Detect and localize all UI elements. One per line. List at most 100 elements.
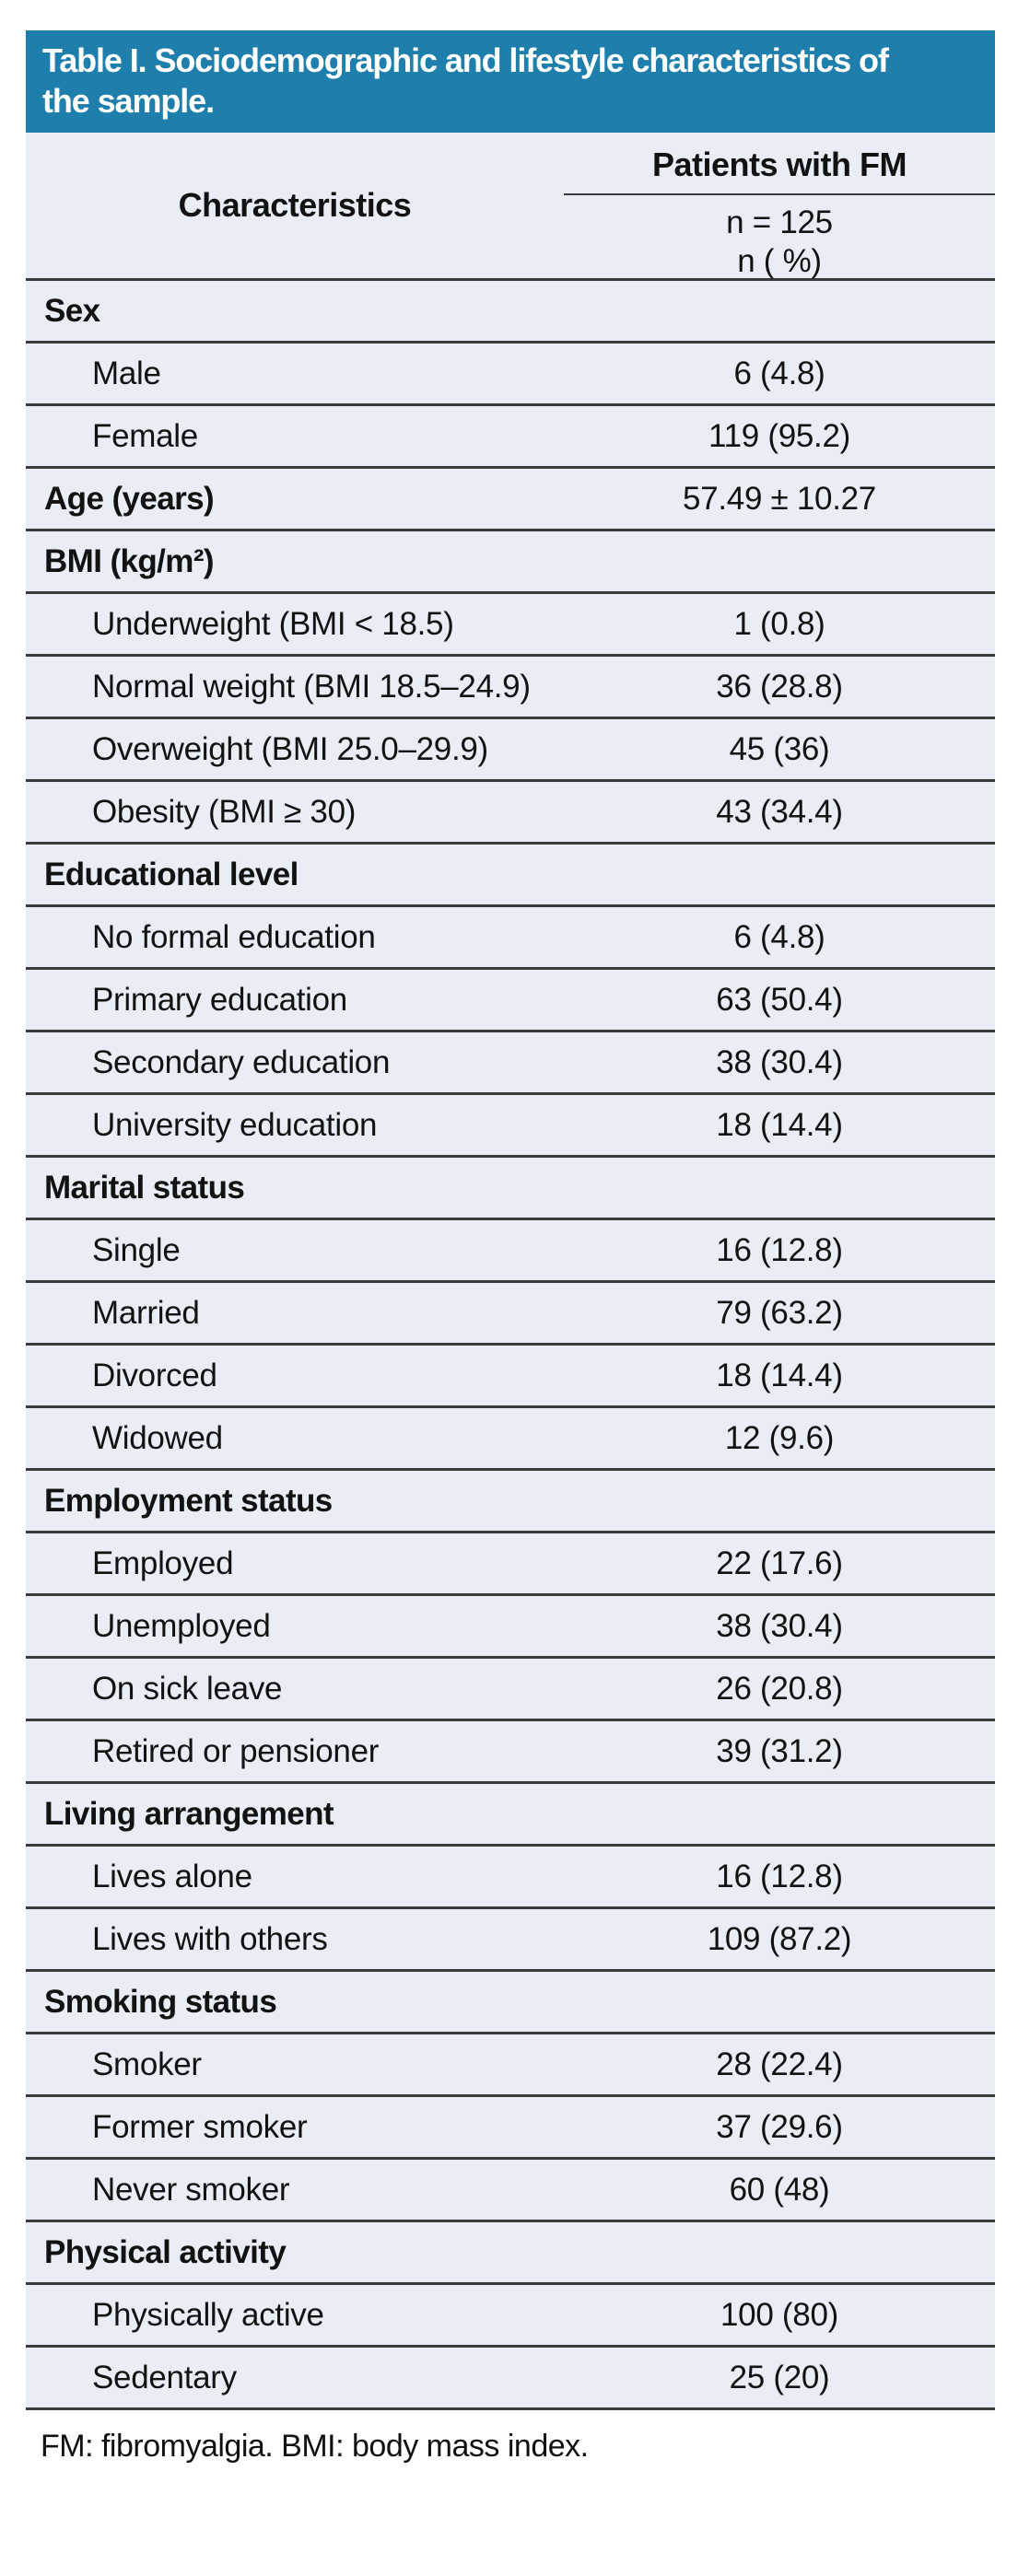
characteristics-header-cell: Characteristics bbox=[26, 133, 564, 278]
row-label: Living arrangement bbox=[44, 1795, 334, 1832]
table-item-row: Male 6 (4.8) bbox=[26, 344, 995, 407]
group-underline bbox=[564, 193, 995, 196]
table-header-row: Characteristics Patients with FM n = 125… bbox=[26, 133, 995, 282]
row-label: University education bbox=[92, 1106, 378, 1143]
table-item-row: No formal education 6 (4.8) bbox=[26, 907, 995, 971]
row-value: 119 (95.2) bbox=[708, 417, 850, 454]
table-title-line-1: Table I. Sociodemographic and lifestyle … bbox=[42, 41, 889, 79]
table-item-row: Physically active 100 (80) bbox=[26, 2285, 995, 2349]
table-item-row: Female 119 (95.2) bbox=[26, 406, 995, 470]
row-value: 57.49 ± 10.27 bbox=[683, 480, 876, 517]
row-label: Divorced bbox=[92, 1357, 217, 1393]
row-label: Female bbox=[92, 417, 198, 454]
table: Table I. Sociodemographic and lifestyle … bbox=[26, 30, 995, 2465]
n-percent-label: n ( %) bbox=[737, 243, 822, 280]
row-label: Male bbox=[92, 355, 161, 391]
table-section-row: Smoking status bbox=[26, 1972, 995, 2035]
row-label: Smoker bbox=[92, 2046, 202, 2082]
group-header-cell: Patients with FM n = 125 n ( %) bbox=[564, 133, 995, 280]
row-value: 109 (87.2) bbox=[707, 1920, 852, 1957]
row-label: Single bbox=[92, 1231, 181, 1268]
row-label: Physically active bbox=[92, 2296, 324, 2333]
table-title-line-2: the sample. bbox=[42, 81, 215, 120]
table-section-row: Living arrangement bbox=[26, 1784, 995, 1847]
table-item-row: Primary education 63 (50.4) bbox=[26, 970, 995, 1033]
row-label: No formal education bbox=[92, 918, 376, 955]
table-item-row: Never smoker 60 (48) bbox=[26, 2160, 995, 2223]
row-label: Sex bbox=[44, 292, 100, 329]
row-value: 18 (14.4) bbox=[716, 1106, 843, 1143]
table-item-row: Secondary education 38 (30.4) bbox=[26, 1032, 995, 1096]
table-section-row: Physical activity bbox=[26, 2222, 995, 2286]
table-title-bar: Table I. Sociodemographic and lifestyle … bbox=[26, 30, 995, 134]
row-label: On sick leave bbox=[92, 1670, 283, 1707]
row-label: Never smoker bbox=[92, 2171, 290, 2208]
row-label: Overweight (BMI 25.0–29.9) bbox=[92, 730, 488, 767]
row-value: 12 (9.6) bbox=[724, 1419, 835, 1456]
row-label: Married bbox=[92, 1294, 200, 1331]
table-item-row: Married 79 (63.2) bbox=[26, 1283, 995, 1346]
row-value: 22 (17.6) bbox=[716, 1544, 843, 1581]
table-item-row: Sedentary 25 (20) bbox=[26, 2348, 995, 2411]
table-body: Characteristics Patients with FM n = 125… bbox=[26, 133, 995, 2411]
row-value: 6 (4.8) bbox=[733, 355, 825, 391]
row-value: 28 (22.4) bbox=[716, 2046, 843, 2082]
row-label: Normal weight (BMI 18.5–24.9) bbox=[92, 668, 531, 705]
row-label: Retired or pensioner bbox=[92, 1732, 380, 1769]
table-item-row: Unemployed 38 (30.4) bbox=[26, 1596, 995, 1660]
table-item-row: Obesity (BMI ≥ 30) 43 (34.4) bbox=[26, 782, 995, 845]
sample-size-label: n = 125 bbox=[726, 204, 833, 241]
table-item-row: Single 16 (12.8) bbox=[26, 1220, 995, 1284]
table-item-row: Lives alone 16 (12.8) bbox=[26, 1847, 995, 1910]
row-value: 38 (30.4) bbox=[716, 1607, 843, 1644]
row-value: 63 (50.4) bbox=[716, 981, 843, 1018]
row-value: 38 (30.4) bbox=[716, 1043, 843, 1080]
row-value: 45 (36) bbox=[729, 730, 830, 767]
table-item-row: Underweight (BMI < 18.5) 1 (0.8) bbox=[26, 594, 995, 658]
row-value: 16 (12.8) bbox=[716, 1231, 843, 1268]
row-label: Physical activity bbox=[44, 2233, 287, 2270]
table-section-row: Age (years) 57.49 ± 10.27 bbox=[26, 469, 995, 532]
row-label: Primary education bbox=[92, 981, 347, 1018]
row-label: Obesity (BMI ≥ 30) bbox=[92, 793, 357, 830]
row-label: Secondary education bbox=[92, 1043, 391, 1080]
row-value: 1 (0.8) bbox=[733, 605, 825, 642]
row-value: 18 (14.4) bbox=[716, 1357, 843, 1393]
table-item-row: Smoker 28 (22.4) bbox=[26, 2034, 995, 2098]
row-value: 16 (12.8) bbox=[716, 1858, 843, 1894]
row-label: Widowed bbox=[92, 1419, 223, 1456]
row-value: 39 (31.2) bbox=[716, 1732, 843, 1769]
table-item-row: Lives with others 109 (87.2) bbox=[26, 1909, 995, 1973]
row-value: 6 (4.8) bbox=[733, 918, 825, 955]
table-section-row: BMI (kg/m²) bbox=[26, 531, 995, 595]
group-header: Patients with FM bbox=[651, 146, 907, 184]
table-section-row: Employment status bbox=[26, 1471, 995, 1534]
table-item-row: Widowed 12 (9.6) bbox=[26, 1408, 995, 1472]
row-label: Age (years) bbox=[44, 480, 215, 517]
row-value: 36 (28.8) bbox=[716, 668, 843, 705]
table-section-row: Educational level bbox=[26, 845, 995, 908]
row-label: Unemployed bbox=[92, 1607, 271, 1644]
table-rows: Sex Male 6 (4.8) Female 119 (95.2) Age (… bbox=[26, 281, 995, 2411]
row-value: 100 (80) bbox=[720, 2296, 838, 2333]
row-label: Employment status bbox=[44, 1482, 333, 1519]
row-label: Lives with others bbox=[92, 1920, 328, 1957]
row-label: Marital status bbox=[44, 1169, 245, 1206]
row-label: Sedentary bbox=[92, 2359, 237, 2395]
table-item-row: On sick leave 26 (20.8) bbox=[26, 1659, 995, 1722]
row-label: BMI (kg/m²) bbox=[44, 542, 215, 579]
row-value: 43 (34.4) bbox=[716, 793, 843, 830]
row-value: 37 (29.6) bbox=[716, 2108, 843, 2145]
row-label: Lives alone bbox=[92, 1858, 252, 1894]
table-section-row: Marital status bbox=[26, 1158, 995, 1221]
row-label: Smoking status bbox=[44, 1983, 277, 2020]
footnote: FM: fibromyalgia. BMI: body mass index. bbox=[41, 2429, 589, 2465]
row-value: 60 (48) bbox=[729, 2171, 830, 2208]
table-item-row: Overweight (BMI 25.0–29.9) 45 (36) bbox=[26, 719, 995, 783]
table-item-row: University education 18 (14.4) bbox=[26, 1095, 995, 1159]
row-label: Employed bbox=[92, 1544, 234, 1581]
row-label: Underweight (BMI < 18.5) bbox=[92, 605, 454, 642]
row-label: Former smoker bbox=[92, 2108, 308, 2145]
row-value: 79 (63.2) bbox=[716, 1294, 843, 1331]
